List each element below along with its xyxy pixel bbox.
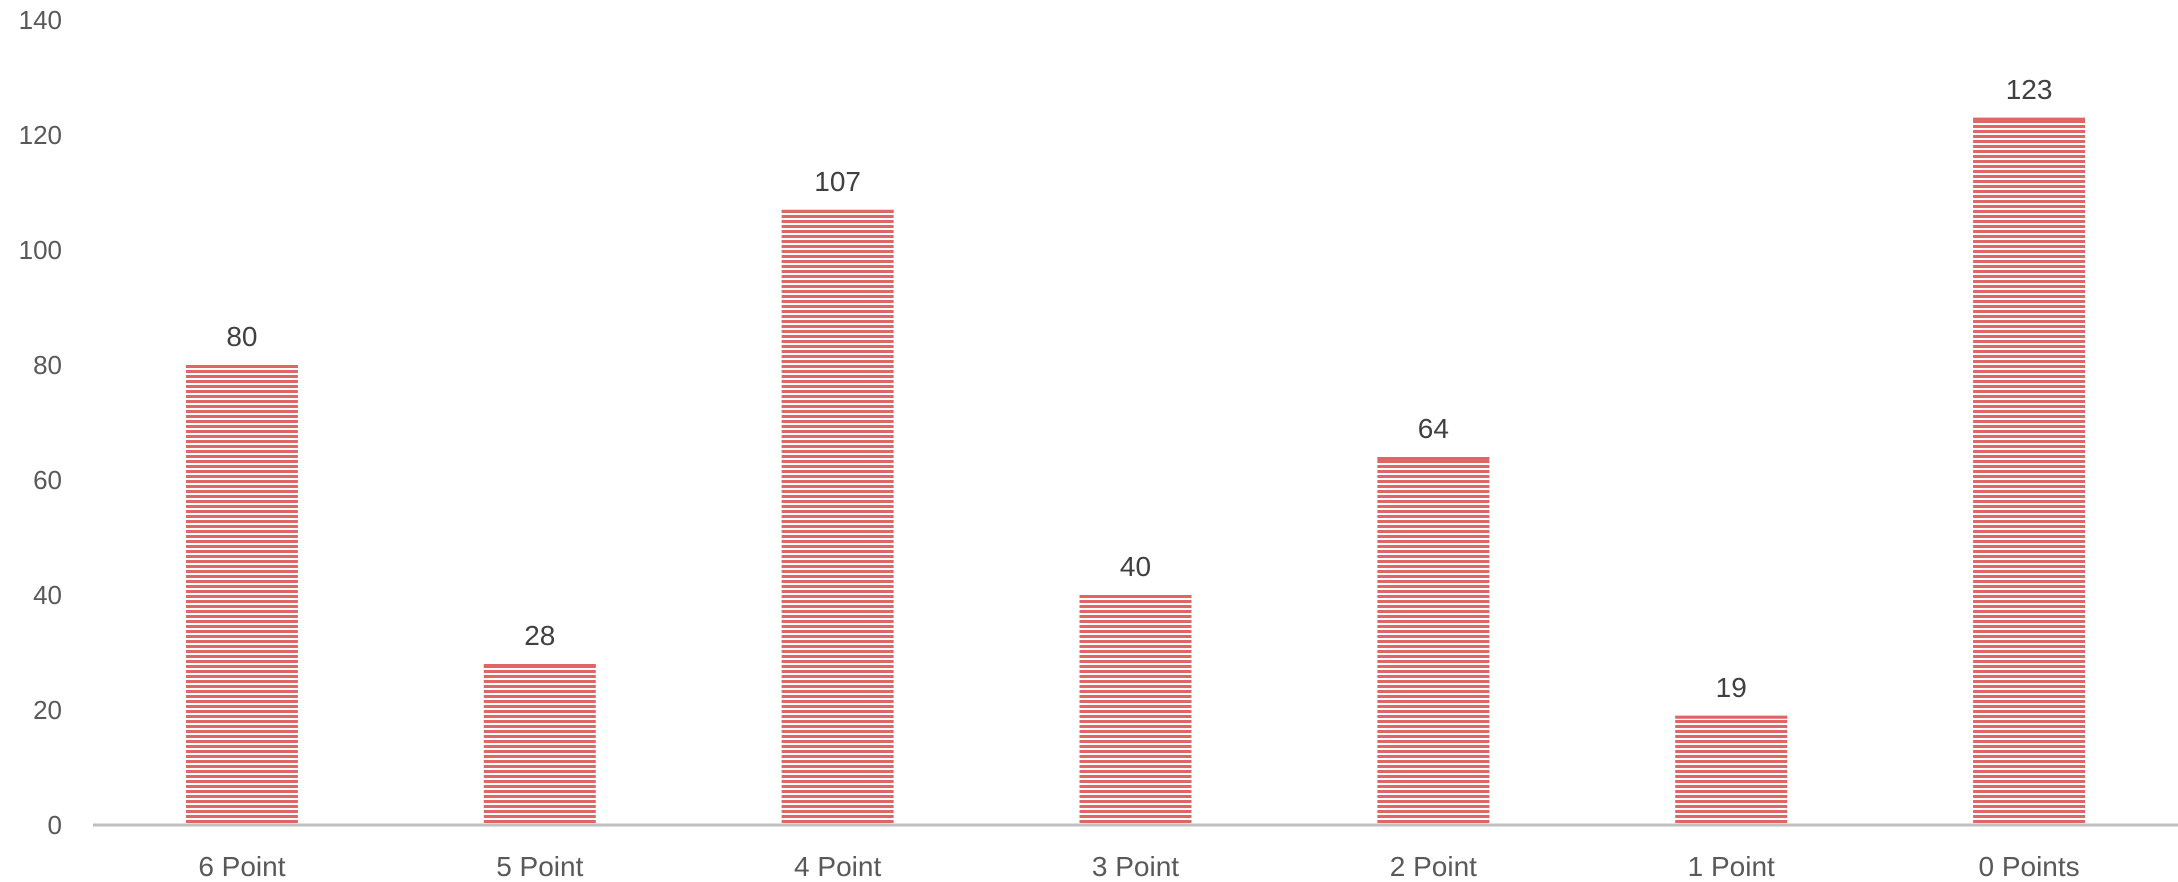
x-tick-label: 3 Point bbox=[1092, 851, 1179, 882]
bar bbox=[185, 365, 298, 825]
y-tick-label: 60 bbox=[33, 465, 62, 495]
bars bbox=[185, 117, 2086, 825]
data-label: 80 bbox=[226, 321, 257, 352]
y-tick-label: 0 bbox=[48, 810, 62, 840]
bar bbox=[1973, 117, 2086, 825]
bar-top-edge bbox=[1079, 595, 1192, 598]
x-tick-label: 1 Point bbox=[1688, 851, 1775, 882]
data-label: 107 bbox=[814, 166, 861, 197]
x-tick-label: 4 Point bbox=[794, 851, 881, 882]
bar-top-edge bbox=[483, 664, 596, 667]
bar bbox=[1675, 715, 1788, 825]
data-label: 19 bbox=[1716, 672, 1747, 703]
data-labels: 80 28 107 40 64 19 123 bbox=[226, 74, 2052, 703]
data-label: 28 bbox=[524, 620, 555, 651]
data-label: 40 bbox=[1120, 551, 1151, 582]
bar-top-edge bbox=[1377, 457, 1490, 460]
bar-top-edge bbox=[185, 365, 298, 368]
bar bbox=[1079, 595, 1192, 825]
bar-top-edge bbox=[1973, 117, 2086, 121]
bar bbox=[781, 209, 894, 825]
y-tick-label: 20 bbox=[33, 695, 62, 725]
x-tick-label: 5 Point bbox=[496, 851, 583, 882]
bar bbox=[1377, 457, 1490, 825]
y-tick-label: 80 bbox=[33, 350, 62, 380]
x-tick-label: 0 Points bbox=[1978, 851, 2079, 882]
y-tick-label: 140 bbox=[19, 5, 62, 35]
y-tick-label: 100 bbox=[19, 235, 62, 265]
data-label: 123 bbox=[2006, 74, 2053, 105]
y-tick-label: 120 bbox=[19, 120, 62, 150]
x-tick-label: 6 Point bbox=[198, 851, 285, 882]
bar-top-edge bbox=[781, 209, 894, 213]
bar-top-edge bbox=[1675, 715, 1788, 719]
y-tick-label: 40 bbox=[33, 580, 62, 610]
bar bbox=[483, 664, 596, 825]
data-label: 64 bbox=[1418, 413, 1449, 444]
y-axis-labels: 0 20 40 60 80 100 120 140 bbox=[19, 5, 62, 840]
x-tick-label: 2 Point bbox=[1390, 851, 1477, 882]
x-axis-labels: 6 Point 5 Point 4 Point 3 Point 2 Point 1 Poi… bbox=[198, 851, 2079, 882]
